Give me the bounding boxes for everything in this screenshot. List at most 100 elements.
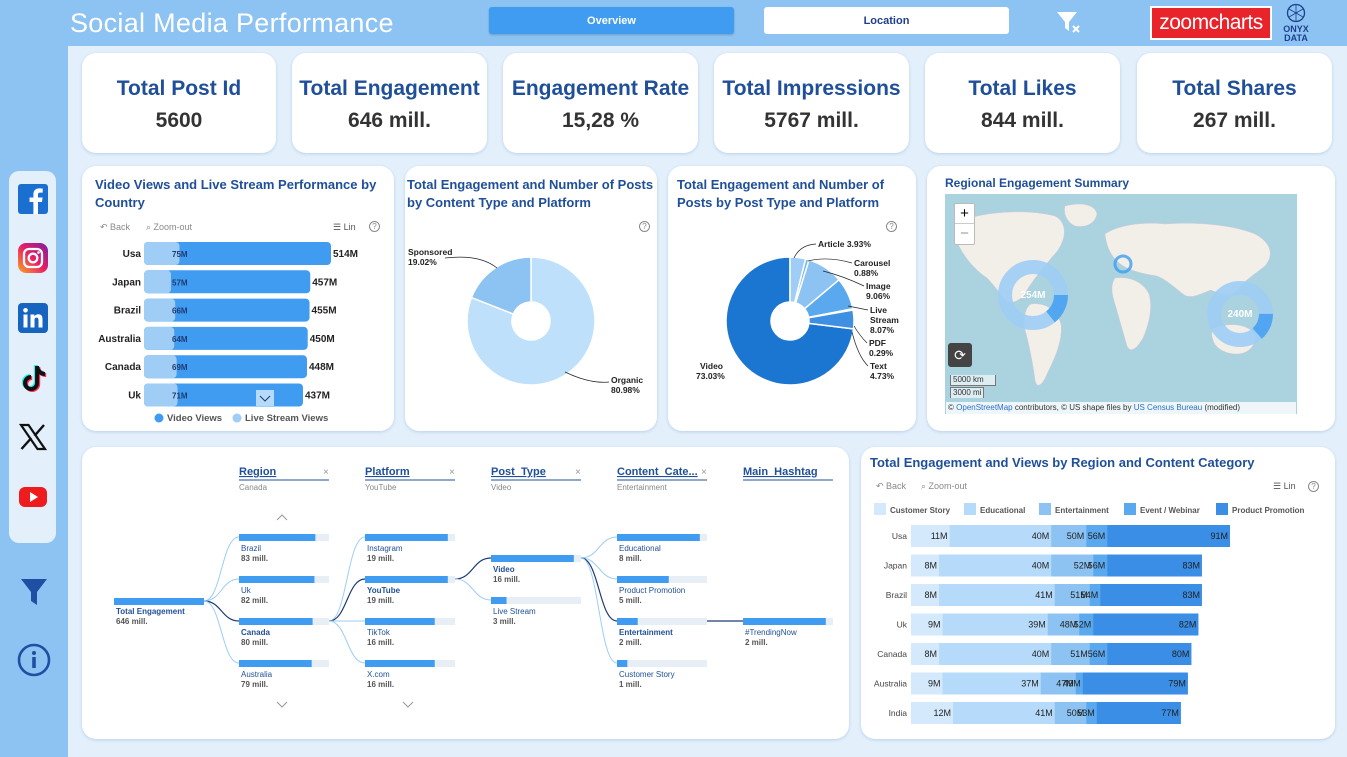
map-reset-icon[interactable]: ⟳ bbox=[948, 343, 972, 367]
live-stream-bar[interactable] bbox=[144, 355, 177, 379]
stacked-bar-segment[interactable] bbox=[911, 613, 943, 636]
video-views-bar[interactable] bbox=[144, 326, 308, 350]
census-link[interactable]: US Census Bureau bbox=[1133, 403, 1203, 412]
live-stream-bar[interactable] bbox=[144, 298, 176, 322]
content-type-help-icon[interactable]: ? bbox=[639, 221, 650, 232]
stacked-bar-segment[interactable] bbox=[911, 672, 943, 695]
stacked-bar-segment[interactable] bbox=[911, 525, 950, 547]
filter-pane-icon[interactable] bbox=[20, 577, 48, 607]
decomp-bar[interactable] bbox=[239, 660, 312, 667]
chevron-down-icon[interactable] bbox=[276, 701, 288, 708]
decomp-column-header[interactable]: Main_Hashtag bbox=[743, 466, 818, 478]
live-stream-bar[interactable] bbox=[144, 242, 180, 265]
decomp-node-value: 3 mill. bbox=[493, 617, 516, 626]
clear-filter-icon[interactable] bbox=[1055, 9, 1081, 35]
country-lin-toggle[interactable]: ☰ Lin bbox=[333, 222, 356, 232]
decomp-bar[interactable] bbox=[239, 618, 313, 625]
stacked-bar-segment[interactable] bbox=[911, 613, 1048, 636]
decomp-column-header[interactable]: Region bbox=[239, 466, 277, 478]
info-icon[interactable] bbox=[17, 643, 51, 677]
region-help-icon[interactable]: ? bbox=[1308, 481, 1319, 492]
chevron-down-icon[interactable] bbox=[402, 701, 414, 708]
decomposition-tree[interactable]: Region × Canada Platform × YouTube Post_Type × V… bbox=[82, 447, 849, 739]
country-back-button[interactable]: ↶ Back bbox=[100, 222, 131, 232]
region-zoom-out-button[interactable]: ⌕ Zoom-out bbox=[921, 481, 968, 491]
live-stream-bar[interactable] bbox=[144, 326, 175, 350]
stacked-bar-segment[interactable] bbox=[911, 584, 1055, 606]
location-nav-button[interactable]: Location bbox=[764, 7, 1009, 34]
scroll-down-button[interactable] bbox=[256, 390, 274, 406]
instagram-icon[interactable] bbox=[18, 243, 48, 273]
kpi-label: Total Shares bbox=[1172, 77, 1297, 100]
decomp-node-value: 2 mill. bbox=[745, 638, 768, 647]
decomp-bar[interactable] bbox=[617, 576, 669, 583]
video-views-bar[interactable] bbox=[144, 270, 311, 294]
close-icon[interactable]: × bbox=[701, 467, 707, 478]
map-zoom-in-button[interactable]: + bbox=[955, 204, 974, 224]
decomp-root-bar[interactable] bbox=[114, 598, 204, 605]
decomp-bar[interactable] bbox=[743, 618, 826, 625]
osm-link[interactable]: OpenStreetMap bbox=[956, 403, 1013, 412]
decomp-column-header[interactable]: Post_Type bbox=[491, 466, 546, 478]
video-views-bar[interactable] bbox=[144, 355, 307, 379]
stacked-bar-segment[interactable] bbox=[911, 584, 940, 606]
decomp-bar[interactable] bbox=[365, 618, 435, 625]
stacked-bar-segment[interactable] bbox=[911, 554, 1052, 577]
video-views-bar[interactable] bbox=[144, 298, 310, 322]
legend-label[interactable]: Entertainment bbox=[1055, 506, 1109, 515]
organic-leader-line bbox=[564, 371, 610, 383]
donut-slice[interactable] bbox=[807, 309, 855, 330]
region-lin-toggle[interactable]: ☰ Lin bbox=[1273, 481, 1296, 491]
video-views-value-label: 448M bbox=[309, 362, 334, 373]
legend-label[interactable]: Product Promotion bbox=[1232, 506, 1305, 515]
decomp-bar[interactable] bbox=[365, 534, 448, 541]
country-views-title: Video Views and Live Stream Performance … bbox=[95, 177, 377, 210]
stacked-bar-segment[interactable] bbox=[911, 643, 940, 665]
stacked-bar-segment[interactable] bbox=[911, 554, 940, 577]
live-stream-bar[interactable] bbox=[144, 270, 171, 294]
kpi-value: 844 mill. bbox=[981, 109, 1064, 132]
map-zoom-out-button[interactable]: − bbox=[960, 225, 969, 242]
decomp-node-label: TikTok bbox=[367, 628, 391, 637]
tiktok-icon[interactable] bbox=[18, 363, 48, 393]
decomp-bar[interactable] bbox=[239, 576, 315, 583]
decomp-bar[interactable] bbox=[365, 576, 448, 583]
close-icon[interactable]: × bbox=[449, 467, 455, 478]
country-zoom-out-button[interactable]: ⌕ Zoom-out bbox=[146, 222, 193, 232]
facebook-icon[interactable] bbox=[18, 184, 48, 214]
chevron-up-icon[interactable] bbox=[276, 514, 288, 521]
close-icon[interactable]: × bbox=[575, 467, 581, 478]
live-stream-bar[interactable] bbox=[144, 383, 178, 407]
linkedin-icon[interactable] bbox=[18, 303, 48, 333]
decomp-bar[interactable] bbox=[617, 660, 628, 667]
decomp-column-header[interactable]: Content_Cate... bbox=[617, 466, 698, 478]
legend-label[interactable]: Event / Webinar bbox=[1140, 506, 1200, 515]
donut-slice[interactable] bbox=[725, 256, 855, 386]
legend-swatch bbox=[874, 503, 886, 515]
donut-slice[interactable] bbox=[466, 256, 596, 386]
decomp-bar[interactable] bbox=[365, 660, 435, 667]
decomp-bar[interactable] bbox=[491, 597, 507, 604]
youtube-icon[interactable] bbox=[18, 482, 48, 512]
segment-value-label: 47M bbox=[1056, 679, 1074, 689]
video-views-bar[interactable] bbox=[144, 242, 331, 265]
donut-slice[interactable] bbox=[470, 256, 532, 316]
world-map[interactable]: 254M 240M bbox=[945, 194, 1297, 414]
x-icon[interactable] bbox=[18, 422, 48, 452]
post-type-help-icon[interactable]: ? bbox=[886, 221, 897, 232]
stacked-bar-segment[interactable] bbox=[911, 672, 1041, 695]
legend-label[interactable]: Customer Story bbox=[890, 506, 951, 515]
close-icon[interactable]: × bbox=[323, 467, 329, 478]
decomp-bar[interactable] bbox=[617, 534, 700, 541]
stacked-bar-segment[interactable] bbox=[911, 702, 954, 724]
legend-label[interactable]: Educational bbox=[980, 506, 1025, 515]
country-help-icon[interactable]: ? bbox=[369, 221, 380, 232]
decomp-bar[interactable] bbox=[491, 555, 574, 562]
kpi-value: 267 mill. bbox=[1193, 109, 1276, 132]
decomp-column-header[interactable]: Platform bbox=[365, 466, 410, 478]
stacked-bar-segment[interactable] bbox=[911, 643, 1052, 665]
region-back-button[interactable]: ↶ Back bbox=[876, 481, 907, 491]
overview-nav-button[interactable]: Overview bbox=[489, 7, 734, 34]
decomp-bar[interactable] bbox=[617, 618, 638, 625]
decomp-bar[interactable] bbox=[239, 534, 316, 541]
